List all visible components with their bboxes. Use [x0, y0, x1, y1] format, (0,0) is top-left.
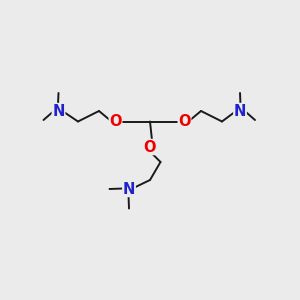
Text: N: N — [234, 103, 246, 118]
Text: N: N — [123, 182, 135, 196]
Text: O: O — [109, 114, 122, 129]
Text: N: N — [52, 103, 65, 118]
Text: O: O — [178, 114, 191, 129]
Text: O: O — [144, 140, 156, 154]
